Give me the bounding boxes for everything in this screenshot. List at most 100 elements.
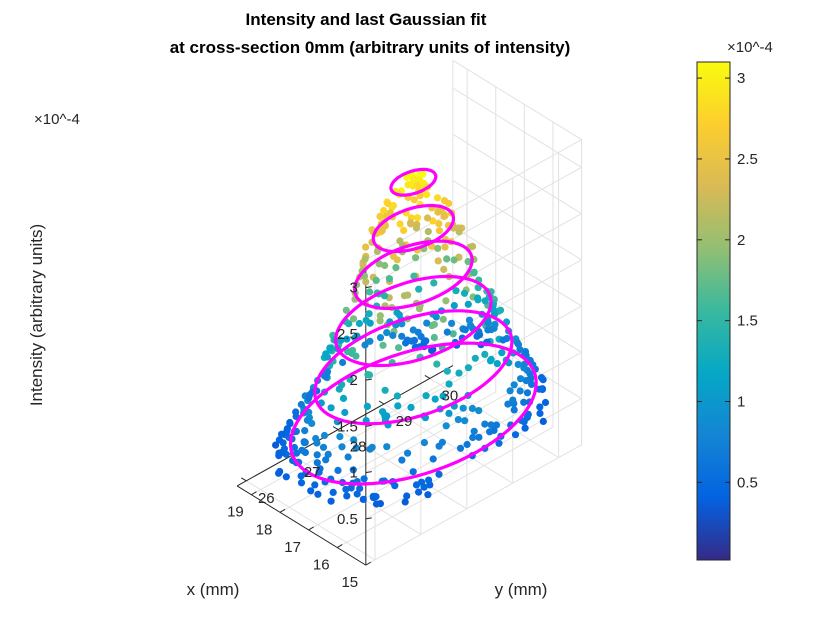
scatter-point [440,265,448,273]
scatter-point [469,433,477,442]
scatter-point [442,297,450,305]
scatter-point [539,417,547,425]
scatter-point [471,354,479,362]
scatter-point [470,427,478,435]
chart-title-line-2: at cross-section 0mm (arbitrary units of… [170,38,571,57]
scatter-point [442,422,450,430]
scatter-point [496,306,505,314]
scatter-point [409,326,417,334]
scatter-point [404,449,412,457]
scatter-point [366,288,374,296]
scatter-point [369,494,377,502]
fit-contour [334,274,493,368]
x-axis-label: x (mm) [187,580,240,599]
scatter-point [441,243,449,251]
scatter-point [450,302,458,310]
scatter-point [461,417,469,425]
scatter-point [409,468,417,476]
scatter-point [320,372,328,380]
scatter-point [364,371,372,379]
scatter-point [360,475,368,483]
scatter-point [523,389,532,397]
colorbar-tick-label: 0.5 [737,474,758,491]
z-tick-mark [365,286,372,289]
scatter-point [423,214,432,222]
scatter-point [307,487,315,495]
scatter-point [313,459,321,467]
scatter-point [403,492,411,500]
y-tick-label: 27 [304,464,321,481]
scatter-point [380,292,389,300]
fit-contour [313,309,514,426]
scatter-point [349,466,357,474]
x-tick-mark [251,491,257,496]
scatter-point [412,254,420,262]
scatter-point [320,431,329,440]
scatter-point [389,252,397,260]
scatter-point [514,340,523,349]
colorbar-gradient [696,61,731,561]
scatter-point [459,404,467,412]
y-tick-mark [332,426,339,431]
fit-contour [288,341,538,486]
grid-line-wall-z [452,272,582,353]
scatter-point [300,438,308,446]
grid-box-edge [452,59,582,140]
scatter-point [275,436,283,444]
scatter-point [292,449,301,457]
scatter-point [517,375,525,383]
scatter-point [445,380,453,388]
scatter-point [324,450,332,458]
scatter-point [514,360,522,369]
scatter-point [362,316,370,324]
scatter-point [473,332,481,340]
z-tick-mark [365,517,372,520]
scatter-point [464,258,472,266]
scatter-point [425,476,433,484]
scatter-point [468,404,476,413]
scatter-point [404,181,412,189]
scatter-points [272,170,550,508]
scatter-point [486,357,495,365]
scatter-point [275,469,283,477]
scatter-point [464,364,472,372]
scatter-point [435,227,443,235]
scatter-point [520,398,528,406]
scatter-point [423,319,431,327]
z-tick-label: 2 [349,372,357,389]
grid-line-floor-y [429,377,559,459]
y-tick-mark [378,400,385,405]
scatter-point [487,421,495,429]
scatter-point [396,237,404,245]
scatter-point [395,344,403,352]
z-tick-label: 3 [349,280,357,297]
scatter-point [407,220,415,228]
scatter-point [415,285,423,293]
scatter-point [448,319,456,327]
scatter-point [319,443,328,451]
z-tick-mark [365,378,372,381]
scatter-point [362,278,370,286]
grid-line-wall-z [452,133,582,214]
scatter-point [327,497,335,505]
gaussian-fit-contours [288,167,538,486]
scatter-point [329,488,337,496]
scatter-point [344,453,352,461]
z-tick-label: 1.5 [337,418,358,435]
scatter-point [297,479,306,487]
scatter-point [393,392,401,400]
scatter-point [510,381,518,389]
scatter-point [429,217,437,225]
scatter-point [415,488,423,496]
fit-contour [371,203,456,254]
scatter-point [424,491,432,499]
scatter-point [305,394,313,402]
scatter-point [334,466,342,474]
scatter-point [484,326,492,334]
colorbar: ×10^-4 0.5 1 1.5 2 2.5 3 [696,39,773,561]
scatter-point [415,305,424,313]
y-tick-mark [241,477,247,482]
scatter-point [373,247,381,256]
scatter-point [343,492,351,500]
x-tick-label: 17 [284,539,301,556]
